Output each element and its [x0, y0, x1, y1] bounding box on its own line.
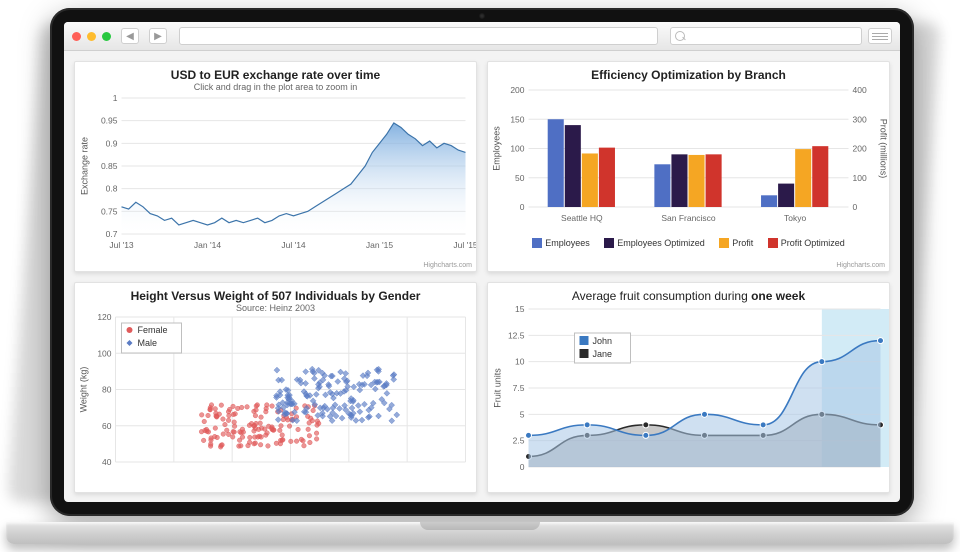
svg-text:0.95: 0.95	[101, 116, 118, 126]
svg-text:400: 400	[853, 85, 867, 95]
svg-text:0: 0	[520, 202, 525, 212]
svg-text:120: 120	[97, 313, 111, 322]
search-input[interactable]	[670, 27, 862, 45]
svg-text:Female: Female	[138, 325, 168, 335]
chart2-legend: Employees Employees Optimized Profit Pro…	[488, 232, 889, 256]
svg-text:5: 5	[520, 409, 525, 419]
legend-profit[interactable]: Profit	[719, 238, 753, 248]
chart4-plot[interactable]: 0 2.5 5 7.5 10 12.5 15 Fruit units John Jane	[488, 303, 889, 473]
svg-text:12.5: 12.5	[508, 330, 525, 340]
chart-fruit[interactable]: Average fruit consumption during one wee…	[487, 282, 890, 493]
svg-text:San Francisco: San Francisco	[661, 213, 716, 223]
chart1-subtitle: Click and drag in the plot area to zoom …	[75, 82, 476, 92]
svg-text:100: 100	[97, 348, 111, 358]
svg-text:200: 200	[853, 144, 867, 154]
svg-text:60: 60	[102, 421, 112, 431]
svg-text:1: 1	[113, 93, 118, 103]
svg-text:John: John	[593, 336, 613, 346]
legend-employees-opt[interactable]: Employees Optimized	[604, 238, 705, 248]
legend-employees[interactable]: Employees	[532, 238, 590, 248]
chart3-plot[interactable]: 40 60 80 100 120 Weight (kg) Female Male	[75, 313, 476, 468]
chart1-credit: Highcharts.com	[423, 262, 472, 269]
svg-text:0: 0	[853, 202, 858, 212]
chart4-title: Average fruit consumption during one wee…	[488, 283, 889, 303]
svg-text:Jul '15: Jul '15	[453, 240, 476, 250]
svg-text:0.85: 0.85	[101, 161, 118, 171]
svg-text:Profit (millions): Profit (millions)	[879, 119, 889, 179]
svg-text:Jan '15: Jan '15	[366, 240, 393, 250]
hamburger-icon[interactable]	[868, 28, 892, 44]
svg-text:Tokyo: Tokyo	[784, 213, 806, 223]
chart1-title: USD to EUR exchange rate over time	[75, 62, 476, 82]
svg-text:0: 0	[520, 462, 525, 472]
svg-text:7.5: 7.5	[513, 383, 525, 393]
svg-text:80: 80	[102, 385, 112, 395]
svg-text:0.75: 0.75	[101, 206, 118, 216]
window-close-icon[interactable]	[72, 32, 81, 41]
chart1-plot[interactable]: 0.7 0.75 0.8 0.85 0.9 0.95 1 Jul '13 Jan '14 Jul …	[75, 92, 476, 252]
svg-text:Jul '14: Jul '14	[281, 240, 306, 250]
chart2-credit: Highcharts.com	[836, 262, 885, 269]
svg-text:100: 100	[853, 173, 867, 183]
browser-chrome: ◀ ▶	[64, 22, 900, 51]
svg-text:150: 150	[510, 114, 524, 124]
chart3-title: Height Versus Weight of 507 Individuals …	[75, 283, 476, 303]
laptop-base	[6, 522, 954, 544]
window-min-icon[interactable]	[87, 32, 96, 41]
svg-text:2.5: 2.5	[513, 436, 525, 446]
svg-text:Jan '14: Jan '14	[194, 240, 221, 250]
svg-text:Male: Male	[138, 338, 158, 348]
chart3-subtitle: Source: Heinz 2003	[75, 303, 476, 313]
svg-text:200: 200	[510, 85, 524, 95]
nav-back-button[interactable]: ◀	[121, 28, 139, 44]
svg-text:50: 50	[515, 173, 525, 183]
chart-scatter[interactable]: Height Versus Weight of 507 Individuals …	[74, 282, 477, 493]
svg-text:300: 300	[853, 114, 867, 124]
svg-text:0.8: 0.8	[106, 184, 118, 194]
svg-text:Employees: Employees	[492, 126, 502, 171]
chart-efficiency[interactable]: Efficiency Optimization by Branch 0 50 100…	[487, 61, 890, 272]
url-input[interactable]	[179, 27, 658, 45]
svg-text:Fruit units: Fruit units	[493, 368, 503, 408]
svg-text:Weight (kg): Weight (kg)	[79, 367, 89, 413]
svg-text:Exchange rate: Exchange rate	[80, 137, 90, 195]
chart2-title: Efficiency Optimization by Branch	[488, 62, 889, 82]
svg-text:0.7: 0.7	[106, 229, 118, 239]
svg-text:10: 10	[515, 357, 525, 367]
svg-text:15: 15	[515, 304, 525, 314]
chart2-plot[interactable]: 0 50 100 150 200 0 100 200 300 400 Seattle HQ San F…	[488, 82, 889, 227]
svg-text:100: 100	[510, 144, 524, 154]
svg-text:Jane: Jane	[593, 349, 613, 359]
legend-profit-opt[interactable]: Profit Optimized	[768, 238, 845, 248]
svg-text:40: 40	[102, 457, 112, 467]
window-zoom-icon[interactable]	[102, 32, 111, 41]
svg-text:Jul '13: Jul '13	[109, 240, 134, 250]
svg-text:0.9: 0.9	[106, 138, 118, 148]
svg-text:Seattle HQ: Seattle HQ	[561, 213, 603, 223]
chart-exchange-rate[interactable]: USD to EUR exchange rate over time Click…	[74, 61, 477, 272]
nav-fwd-button[interactable]: ▶	[149, 28, 167, 44]
